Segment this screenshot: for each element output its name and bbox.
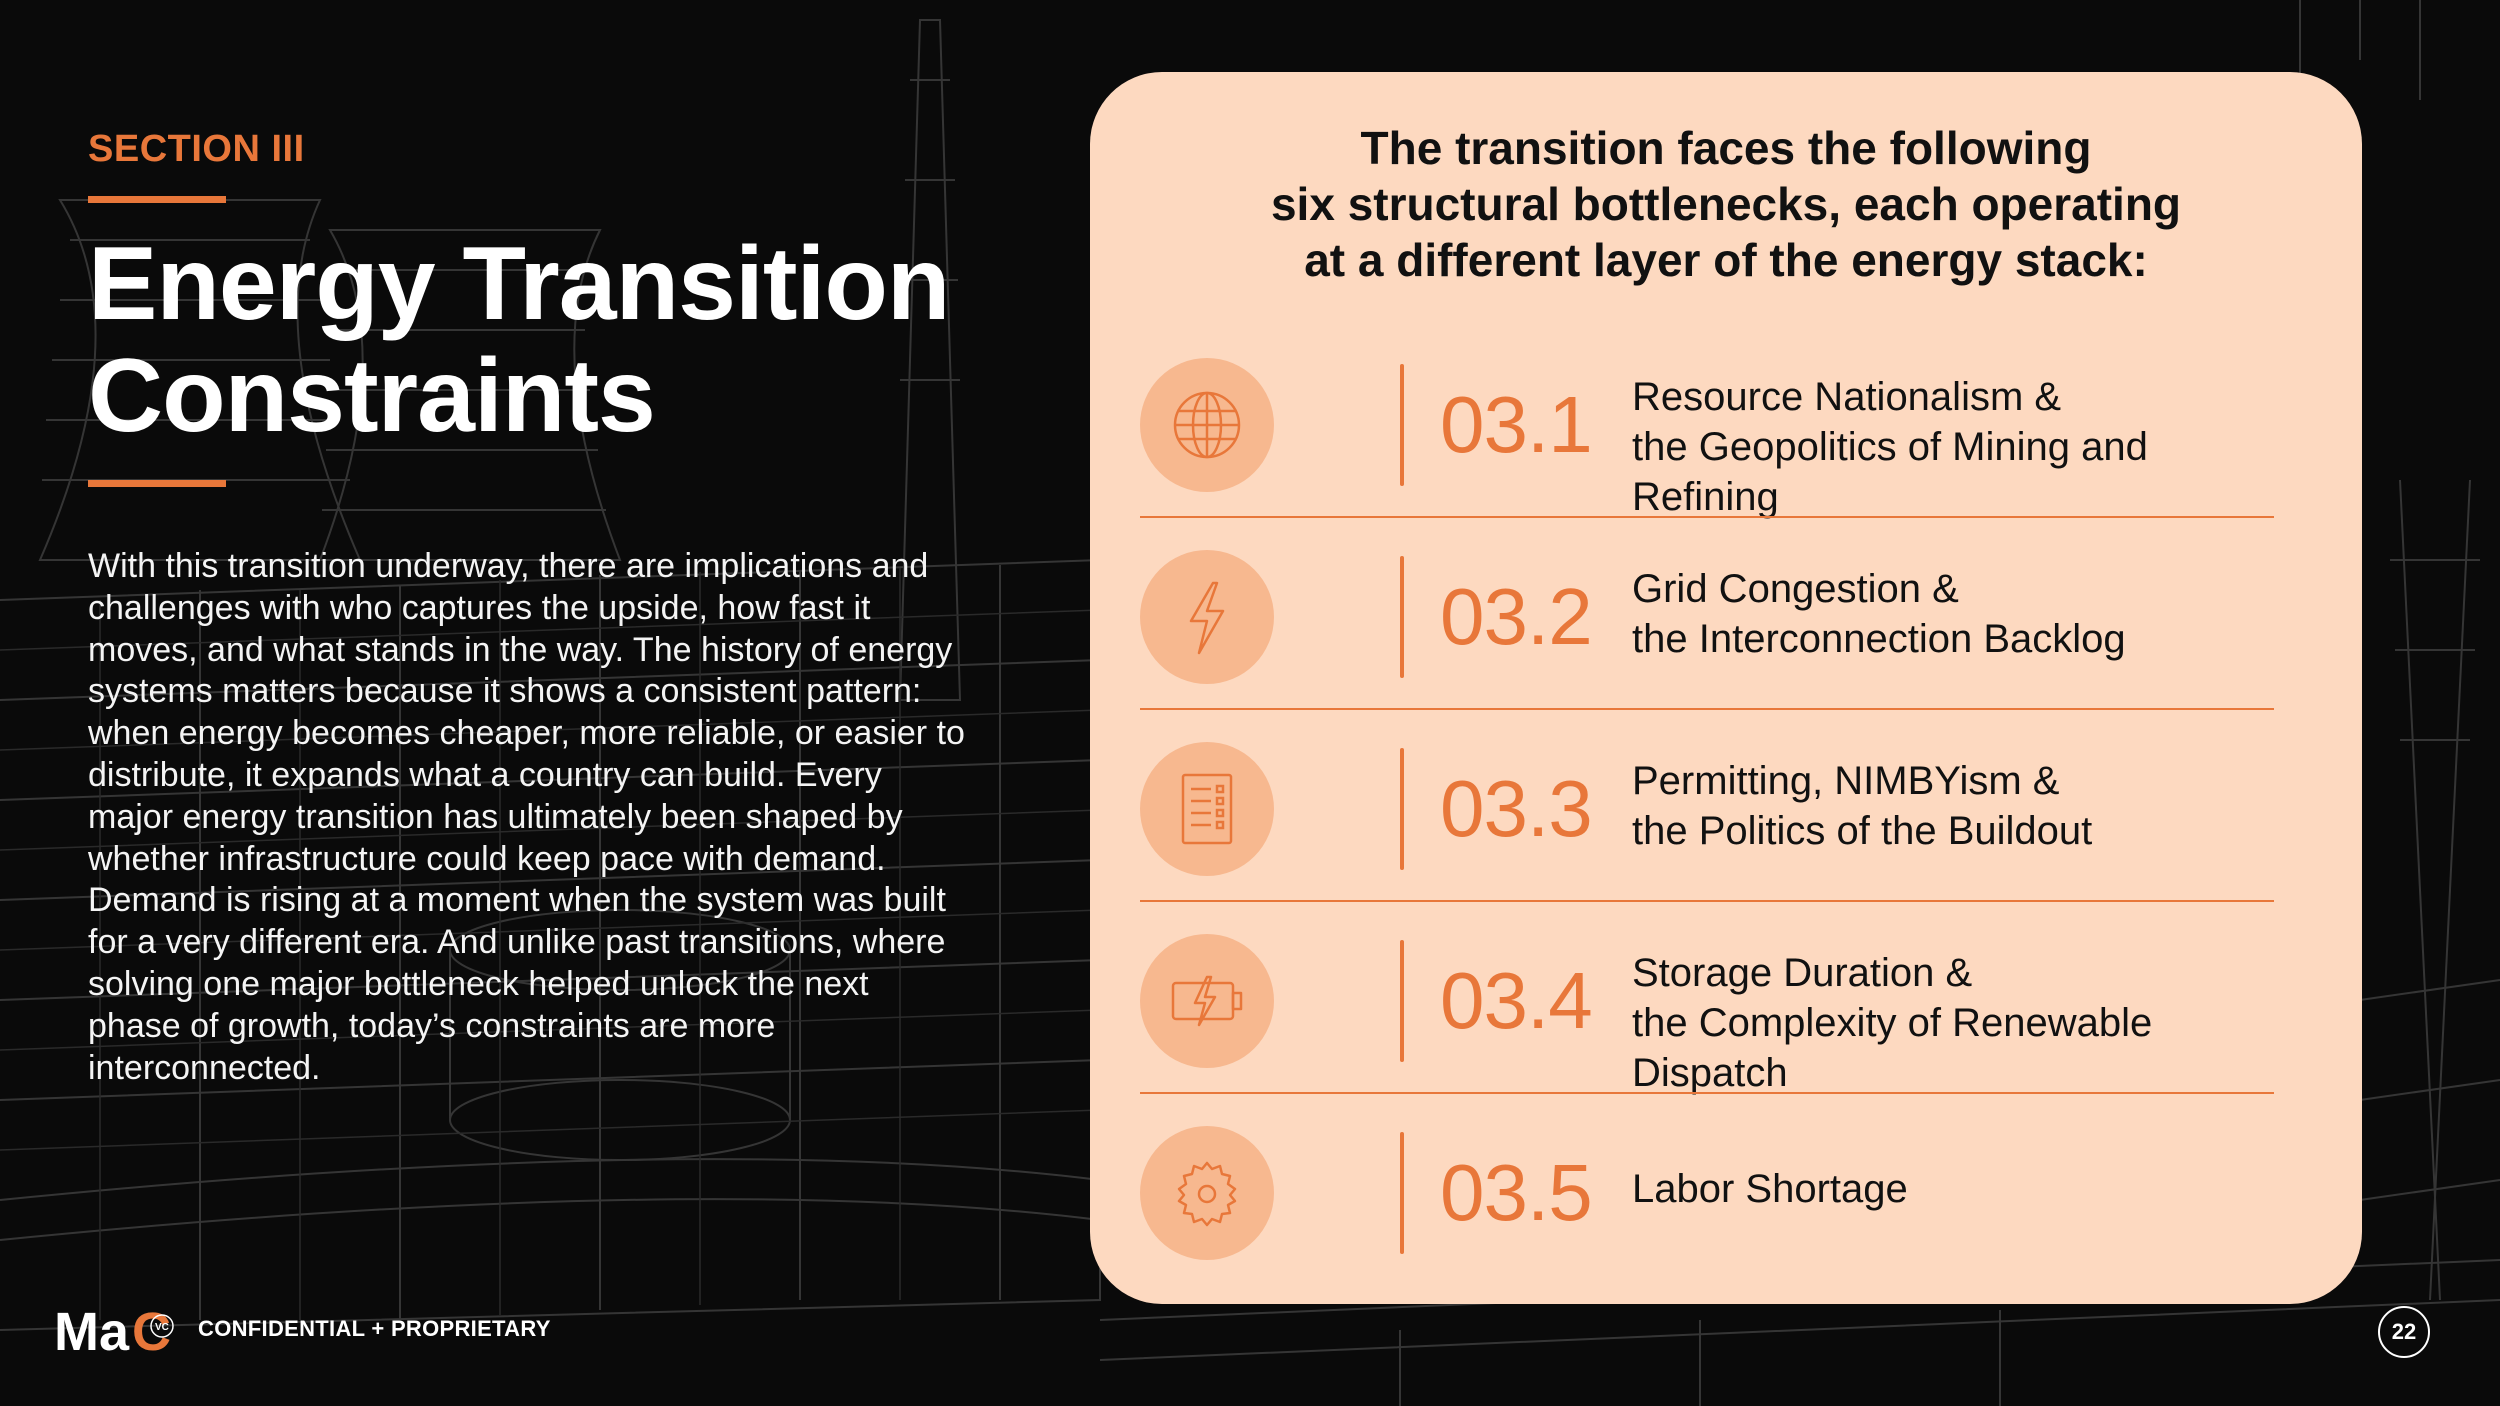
confidential-label: CONFIDENTIAL + PROPRIETARY (198, 1316, 551, 1341)
item-separator (1400, 940, 1404, 1062)
item-label-line: the Complexity of Renewable Dispatch (1632, 1001, 2153, 1095)
icon-badge (1140, 1126, 1274, 1260)
icon-badge (1140, 550, 1274, 684)
panel-heading-line: at a different layer of the energy stack… (1304, 234, 2148, 286)
page-number: 22 (2378, 1306, 2430, 1358)
document-checklist-icon (1181, 773, 1233, 845)
item-label-line: the Interconnection Backlog (1632, 617, 2126, 661)
item-label-line: Permitting, NIMBYism & (1632, 759, 2060, 803)
item-number: 03.1 (1440, 380, 1593, 469)
item-number: 03.4 (1440, 956, 1593, 1045)
item-label: Permitting, NIMBYism & the Politics of t… (1632, 756, 2092, 856)
item-separator (1400, 1132, 1404, 1254)
row-divider (1140, 1092, 2274, 1094)
title-line: Constraints (88, 338, 656, 454)
bottleneck-item-03-1: 03.1 Resource Nationalism & the Geopolit… (1140, 326, 2274, 519)
item-separator (1400, 748, 1404, 870)
item-label-line: Grid Congestion & (1632, 567, 1959, 611)
logo-ma: Ma (54, 1302, 130, 1358)
panel-heading-line: The transition faces the following (1360, 122, 2092, 174)
item-label: Labor Shortage (1632, 1164, 1908, 1214)
item-label-line: Resource Nationalism & (1632, 375, 2062, 419)
accent-rule-top (88, 196, 226, 203)
icon-badge (1140, 358, 1274, 492)
battery-charging-icon (1171, 975, 1243, 1027)
intro-paragraph: With this transition underway, there are… (88, 547, 965, 1087)
mac-vc-logo: Ma C VC (54, 1302, 174, 1358)
logo-badge: VC (155, 1322, 169, 1333)
item-label-line: Storage Duration & (1632, 951, 1973, 995)
item-separator (1400, 364, 1404, 486)
bottlenecks-panel: The transition faces the following six s… (1090, 72, 2362, 1304)
row-divider (1140, 516, 2274, 518)
globe-icon (1173, 391, 1241, 459)
bottleneck-item-03-5: 03.5 Labor Shortage (1140, 1094, 2274, 1286)
gear-icon (1177, 1161, 1237, 1227)
item-separator (1400, 556, 1404, 678)
item-number: 03.2 (1440, 572, 1593, 661)
item-label-line: the Politics of the Buildout (1632, 809, 2093, 853)
item-label-line: Labor Shortage (1632, 1167, 1908, 1211)
item-number: 03.3 (1440, 764, 1593, 853)
row-divider (1140, 900, 2274, 902)
item-label: Storage Duration & the Complexity of Ren… (1632, 948, 2274, 1098)
item-number: 03.5 (1440, 1148, 1593, 1237)
row-divider (1140, 708, 2274, 710)
icon-badge (1140, 934, 1274, 1068)
item-label: Grid Congestion & the Interconnection Ba… (1632, 564, 2126, 664)
accent-rule-bottom (88, 480, 226, 487)
bottleneck-item-03-2: 03.2 Grid Congestion & the Interconnecti… (1140, 518, 2274, 710)
section-label: SECTION III (88, 128, 305, 170)
bottleneck-item-03-3: 03.3 Permitting, NIMBYism & the Politics… (1140, 710, 2274, 902)
bottleneck-item-03-4: 03.4 Storage Duration & the Complexity o… (1140, 902, 2274, 1095)
item-label-line: the Geopolitics of Mining and Refining (1632, 425, 2148, 519)
title-line: Energy Transition (88, 226, 950, 342)
item-label: Resource Nationalism & the Geopolitics o… (1632, 372, 2274, 522)
icon-badge (1140, 742, 1274, 876)
panel-heading: The transition faces the following six s… (1090, 120, 2362, 288)
panel-heading-line: six structural bottlenecks, each operati… (1270, 178, 2182, 230)
lightning-bolt-icon (1189, 581, 1225, 655)
page-title: Energy Transition Constraints (88, 228, 1088, 452)
